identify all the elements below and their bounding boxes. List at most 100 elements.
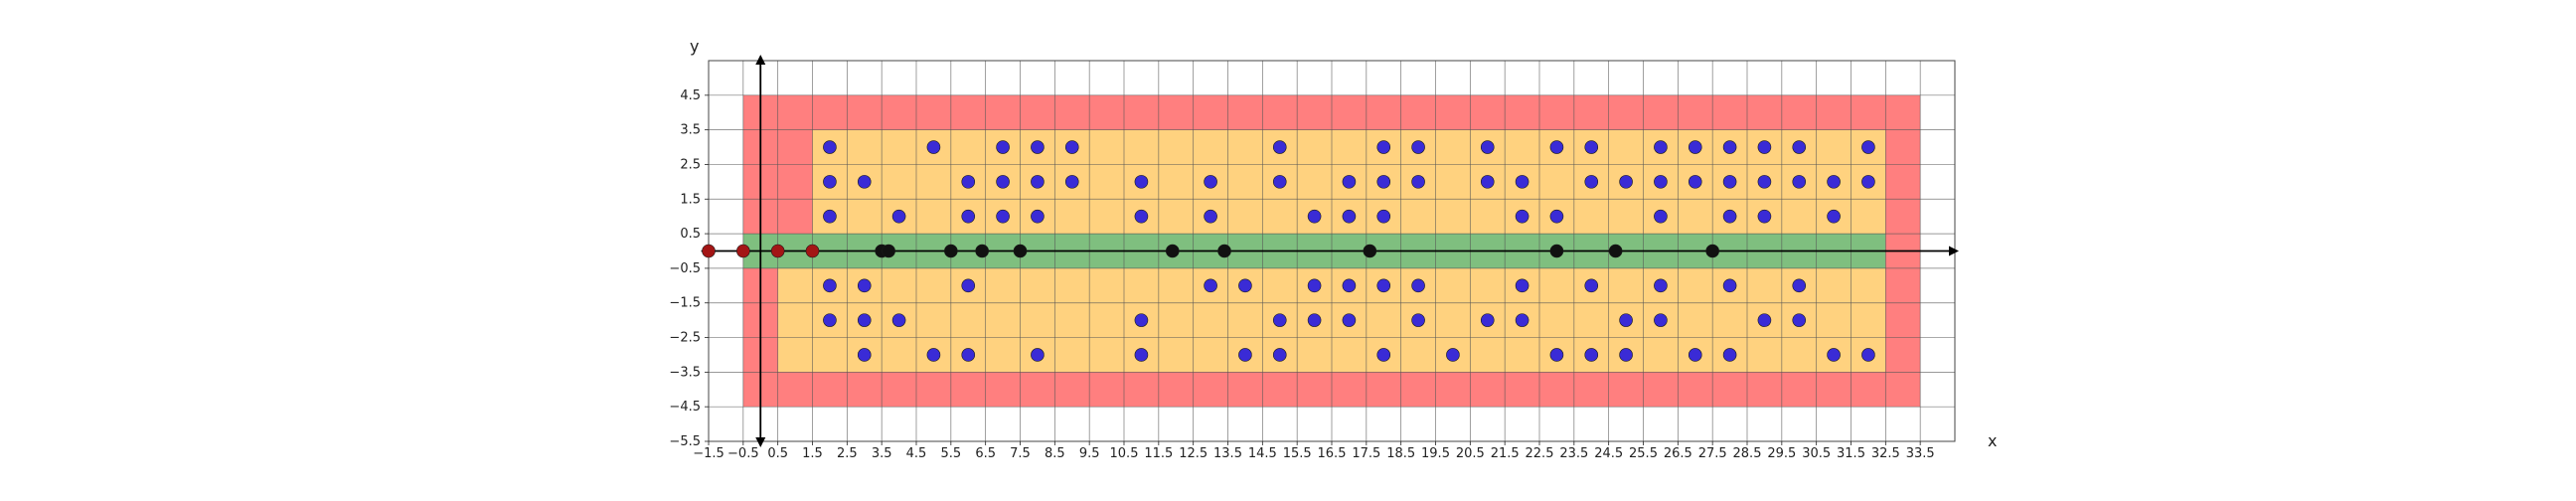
x-tick-label-17: 15.5: [1283, 446, 1312, 461]
x-tick-label-30: 28.5: [1733, 446, 1762, 461]
x-tick-label-16: 14.5: [1248, 446, 1277, 461]
point-series-0-43: [996, 209, 1010, 224]
point-series-0-24: [1204, 175, 1217, 189]
point-series-1-6: [1217, 244, 1231, 258]
y-tick-label-4: −1.5: [669, 296, 701, 311]
x-tick-label-10: 8.5: [1045, 446, 1065, 461]
point-series-0-88: [1134, 348, 1149, 362]
point-series-0-83: [1792, 313, 1807, 327]
point-series-0-63: [1376, 278, 1391, 293]
point-series-0-79: [1515, 313, 1530, 327]
x-tick-label-32: 30.5: [1802, 446, 1831, 461]
point-series-0-26: [1342, 175, 1357, 189]
point-series-0-56: [823, 278, 837, 293]
x-tick-label-19: 17.5: [1352, 446, 1380, 461]
point-series-0-11: [1654, 140, 1668, 154]
point-series-0-14: [1757, 140, 1772, 154]
point-series-0-92: [1446, 348, 1460, 362]
x-tick-label-5: 3.5: [872, 446, 892, 461]
point-series-2-0: [702, 244, 716, 258]
x-tick-label-26: 24.5: [1594, 446, 1623, 461]
point-series-0-41: [891, 209, 906, 224]
point-series-1-8: [1549, 244, 1564, 258]
point-series-0-29: [1480, 175, 1495, 189]
point-series-0-94: [1584, 348, 1599, 362]
point-series-0-17: [823, 175, 837, 189]
y-tick-label-3: −2.5: [669, 331, 701, 346]
point-series-0-51: [1549, 209, 1564, 224]
point-series-0-45: [1134, 209, 1149, 224]
x-tick-label-11: 9.5: [1079, 446, 1100, 461]
x-axis-label: x: [1988, 431, 1997, 450]
point-series-0-74: [1272, 313, 1287, 327]
point-series-0-2: [996, 140, 1010, 154]
point-series-0-60: [1238, 278, 1252, 293]
y-tick-label-0: −5.5: [669, 434, 701, 449]
point-series-0-16: [1861, 140, 1875, 154]
y-axis-arrow-up: [755, 55, 766, 65]
point-series-0-78: [1480, 313, 1495, 327]
point-series-0-82: [1757, 313, 1772, 327]
y-tick-label-5: −0.5: [669, 261, 701, 276]
point-series-0-76: [1342, 313, 1357, 327]
point-series-0-84: [857, 348, 872, 362]
point-series-0-48: [1342, 209, 1357, 224]
point-series-0-73: [1134, 313, 1149, 327]
x-tick-label-13: 11.5: [1144, 446, 1173, 461]
point-series-1-10: [1705, 244, 1719, 258]
point-series-0-46: [1204, 209, 1217, 224]
point-series-0-99: [1861, 348, 1875, 362]
point-series-0-27: [1376, 175, 1391, 189]
point-series-0-91: [1376, 348, 1391, 362]
point-series-0-40: [823, 209, 837, 224]
point-series-0-31: [1584, 175, 1599, 189]
point-series-0-10: [1584, 140, 1599, 154]
y-tick-label-1: −4.5: [669, 400, 701, 415]
y-tick-label-7: 1.5: [680, 192, 701, 207]
point-series-0-98: [1827, 348, 1841, 362]
point-series-0-42: [961, 209, 976, 224]
point-series-0-34: [1688, 175, 1702, 189]
point-series-0-67: [1654, 278, 1668, 293]
point-series-0-21: [1031, 175, 1045, 189]
point-series-0-97: [1722, 348, 1737, 362]
point-series-0-70: [823, 313, 837, 327]
x-axis-arrow-right: [1949, 246, 1959, 256]
y-tick-label-6: 0.5: [680, 227, 701, 242]
point-series-0-50: [1515, 209, 1530, 224]
y-axis-arrow-down: [755, 437, 766, 447]
point-series-0-9: [1549, 140, 1564, 154]
point-series-0-59: [1204, 278, 1217, 293]
x-tick-label-12: 10.5: [1110, 446, 1139, 461]
point-series-0-22: [1064, 175, 1079, 189]
point-series-0-8: [1480, 140, 1495, 154]
point-series-0-69: [1792, 278, 1807, 293]
point-series-0-25: [1272, 175, 1287, 189]
x-tick-label-25: 23.5: [1559, 446, 1588, 461]
point-series-0-36: [1757, 175, 1772, 189]
x-tick-label-23: 21.5: [1491, 446, 1520, 461]
point-series-1-9: [1608, 244, 1623, 258]
point-series-0-19: [961, 175, 976, 189]
point-series-0-68: [1722, 278, 1737, 293]
x-tick-label-9: 7.5: [1010, 446, 1031, 461]
y-tick-label-8: 2.5: [680, 157, 701, 172]
point-series-0-33: [1654, 175, 1668, 189]
point-series-1-7: [1363, 244, 1377, 258]
point-series-0-18: [857, 175, 872, 189]
x-tick-label-20: 18.5: [1386, 446, 1415, 461]
point-series-0-54: [1757, 209, 1772, 224]
point-series-1-5: [1165, 244, 1180, 258]
point-series-0-81: [1654, 313, 1668, 327]
y-tick-label-10: 4.5: [680, 88, 701, 103]
x-tick-label-8: 6.5: [975, 446, 996, 461]
point-series-0-96: [1688, 348, 1702, 362]
point-series-0-5: [1272, 140, 1287, 154]
x-tick-label-28: 26.5: [1664, 446, 1692, 461]
point-series-0-32: [1619, 175, 1633, 189]
point-series-0-35: [1722, 175, 1737, 189]
point-series-0-66: [1584, 278, 1599, 293]
x-tick-label-15: 13.5: [1213, 446, 1242, 461]
x-tick-label-6: 4.5: [906, 446, 927, 461]
